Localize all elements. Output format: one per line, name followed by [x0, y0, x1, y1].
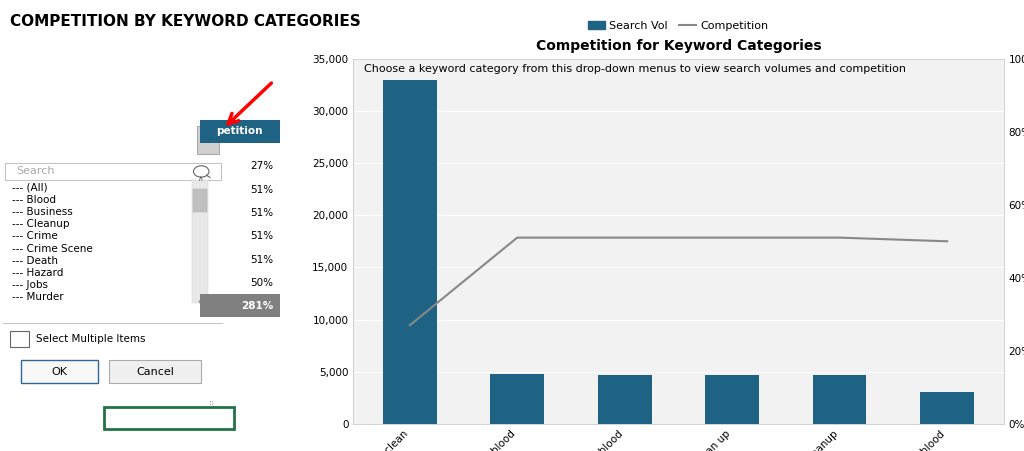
Text: Category: Category — [35, 133, 95, 146]
Text: 281%: 281% — [241, 301, 273, 311]
Text: --- (All): --- (All) — [12, 183, 47, 193]
Text: ∧: ∧ — [197, 174, 203, 183]
Text: --- Cleanup: --- Cleanup — [12, 219, 70, 229]
Text: OK: OK — [51, 367, 68, 377]
Text: 27%: 27% — [250, 161, 273, 171]
Text: Blood: Blood — [143, 133, 180, 146]
Text: ∨: ∨ — [197, 298, 203, 307]
Text: --- Business: --- Business — [12, 207, 73, 217]
FancyBboxPatch shape — [5, 163, 221, 179]
Title: Competition for Keyword Categories: Competition for Keyword Categories — [536, 39, 821, 53]
Text: Search: Search — [16, 166, 54, 176]
FancyBboxPatch shape — [200, 294, 280, 318]
Text: --- Crime: --- Crime — [12, 231, 57, 241]
Text: ⊤: ⊤ — [204, 135, 212, 145]
Text: --- Death: --- Death — [12, 256, 58, 266]
Bar — [490, 374, 544, 424]
Bar — [598, 375, 651, 424]
Text: petition: petition — [216, 126, 263, 136]
FancyBboxPatch shape — [20, 360, 97, 383]
Text: COMPETITION BY KEYWORD CATEGORIES: COMPETITION BY KEYWORD CATEGORIES — [10, 14, 361, 28]
Legend: Search Vol, Competition: Search Vol, Competition — [584, 17, 773, 36]
Text: --- Jobs: --- Jobs — [12, 280, 48, 290]
Text: --- Murder: --- Murder — [12, 292, 63, 302]
Text: 51%: 51% — [250, 184, 273, 194]
Text: 51%: 51% — [250, 231, 273, 241]
Bar — [921, 391, 974, 424]
FancyBboxPatch shape — [193, 179, 208, 303]
FancyBboxPatch shape — [109, 360, 201, 383]
Text: ⠿: ⠿ — [209, 401, 214, 407]
Bar — [706, 375, 759, 424]
Text: 51%: 51% — [250, 208, 273, 218]
FancyBboxPatch shape — [9, 331, 30, 347]
Bar — [383, 79, 436, 424]
Text: --- Blood: --- Blood — [12, 195, 56, 205]
Text: --- Crime Scene: --- Crime Scene — [12, 244, 92, 253]
Text: --- Hazard: --- Hazard — [12, 268, 63, 278]
FancyBboxPatch shape — [197, 125, 219, 154]
Text: 51%: 51% — [250, 254, 273, 265]
Text: Choose a keyword category from this drop-down menus to view search volumes and c: Choose a keyword category from this drop… — [364, 64, 906, 74]
Text: Select Multiple Items: Select Multiple Items — [36, 334, 145, 344]
Bar — [813, 375, 866, 424]
FancyBboxPatch shape — [200, 120, 280, 143]
FancyBboxPatch shape — [194, 189, 207, 212]
Text: 50%: 50% — [250, 278, 273, 288]
Text: Cancel: Cancel — [136, 367, 174, 377]
FancyBboxPatch shape — [103, 407, 234, 429]
